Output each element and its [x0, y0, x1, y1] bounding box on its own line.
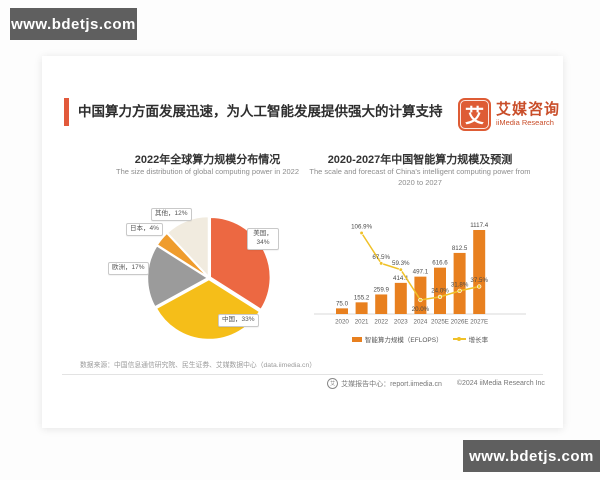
svg-text:2024: 2024 [414, 319, 428, 326]
svg-text:155.2: 155.2 [354, 294, 370, 301]
iimedia-badge-icon: 艾 [327, 378, 339, 389]
pie-label-usa: 美国，34% [247, 228, 279, 250]
svg-text:59.3%: 59.3% [392, 260, 410, 267]
svg-text:2022: 2022 [374, 319, 388, 326]
svg-text:414.1: 414.1 [393, 275, 409, 282]
svg-text:1117.4: 1117.4 [470, 222, 489, 229]
title-accent-bar [64, 98, 69, 126]
pie-label-other: 其他，12% [151, 208, 192, 221]
iimedia-logo: 艾 艾媒咨询 iiMedia Research [458, 98, 560, 131]
bar-chart-subtitle: The scale and forecast of China's intell… [309, 167, 531, 187]
legend-item-line: 增长率 [452, 334, 489, 344]
pie-chart-subtitle: The size distribution of global computin… [115, 167, 300, 176]
svg-text:812.5: 812.5 [452, 245, 468, 252]
page-title: 中国算力方面发展迅速，为人工智能发展提供强大的计算支持 [78, 104, 443, 119]
footer-bar: 艾 艾媒报告中心：report.iimedia.cn ©2024 iiMedia… [286, 378, 586, 389]
svg-text:2027E: 2027E [470, 319, 488, 326]
bar-chart-legend: 智能算力规模（EFLOPS） 增长率 [300, 334, 540, 344]
pie-label-europe: 欧洲，17% [108, 262, 149, 275]
svg-text:259.9: 259.9 [373, 286, 389, 293]
pie-label-china: 中国，33% [218, 314, 259, 327]
svg-text:37.5%: 37.5% [470, 277, 488, 284]
report-card: 中国算力方面发展迅速，为人工智能发展提供强大的计算支持 艾 艾媒咨询 iiMed… [42, 56, 563, 428]
svg-text:2026E: 2026E [451, 319, 469, 326]
svg-text:2023: 2023 [394, 319, 408, 326]
svg-text:31.8%: 31.8% [451, 281, 469, 288]
iimedia-logo-icon: 艾 [458, 98, 491, 131]
svg-text:24.0%: 24.0% [431, 287, 449, 294]
svg-text:2025E: 2025E [431, 319, 449, 326]
legend-label-line: 增长率 [468, 337, 489, 344]
svg-text:67.5%: 67.5% [372, 254, 390, 261]
logo-name-en: iiMedia Research [496, 117, 554, 127]
report-center-link: 艾媒报告中心：report.iimedia.cn [341, 380, 442, 388]
line-series-swatch-icon [452, 336, 466, 341]
logo-name-cn: 艾媒咨询 [496, 101, 561, 119]
svg-text:75.0: 75.0 [336, 300, 349, 307]
watermark-bottom: www.bdetjs.com [463, 440, 600, 472]
svg-text:20.0%: 20.0% [412, 306, 430, 313]
pie-label-japan: 日本，4% [126, 223, 163, 236]
watermark-top: www.bdetjs.com [10, 8, 137, 40]
footer-divider [62, 374, 543, 375]
svg-text:106.9%: 106.9% [351, 223, 372, 230]
legend-label-bars: 智能算力规模（EFLOPS） [364, 337, 443, 344]
copyright-text: ©2024 iiMedia Research Inc [456, 380, 545, 387]
iimedia-logo-text: 艾媒咨询 iiMedia Research [496, 102, 560, 127]
bar-line-chart: 75.0 2020 155.2 2021 259.9 2022 414.1 2023 497.1… [314, 222, 526, 326]
svg-text:497.1: 497.1 [413, 269, 429, 276]
bar-chart-title: 2020-2027年中国智能算力规模及预测 [327, 154, 513, 166]
svg-text:2021: 2021 [355, 319, 369, 326]
data-source-note: 数据来源：中国信息通信研究院、民生证券、艾媒数据中心（data.iimedia.… [80, 362, 317, 369]
legend-item-bars: 智能算力规模（EFLOPS） [351, 334, 443, 344]
svg-text:616.6: 616.6 [432, 260, 448, 267]
pie-chart-title: 2022年全球算力规模分布情况 [134, 154, 281, 166]
bar-series-swatch-icon [351, 336, 362, 342]
svg-text:2020: 2020 [335, 319, 349, 326]
